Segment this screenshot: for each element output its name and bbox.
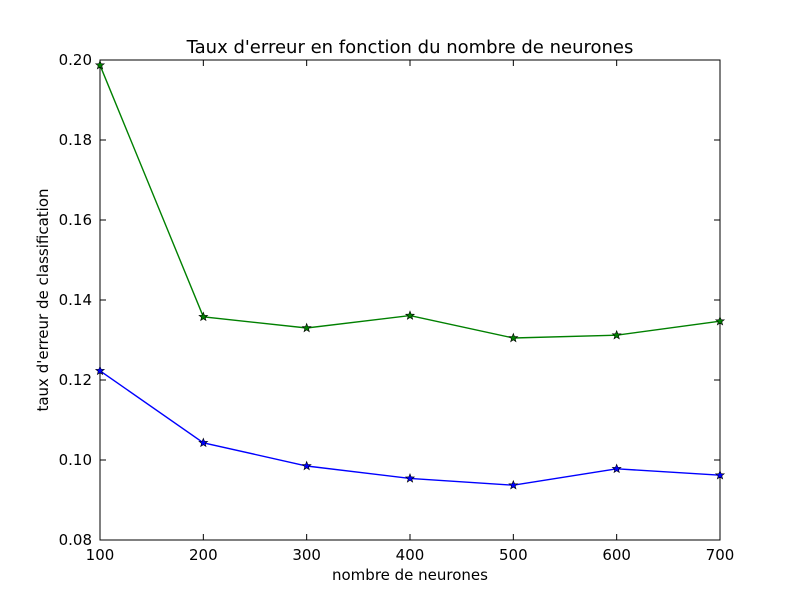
x-tick-label: 200 xyxy=(189,546,218,564)
y-tick-label: 0.20 xyxy=(59,51,92,69)
series-2 xyxy=(94,59,726,343)
plot-area xyxy=(99,59,721,541)
data-point-star xyxy=(404,473,416,483)
x-tick-label: 700 xyxy=(706,546,735,564)
data-point-star xyxy=(611,463,622,474)
x-axis-label: nombre de neurones xyxy=(332,566,488,584)
y-tick-label: 0.16 xyxy=(59,211,92,229)
y-tick-label: 0.12 xyxy=(59,371,92,389)
x-tick-label: 500 xyxy=(499,546,528,564)
data-point-star xyxy=(404,310,416,320)
series-1 xyxy=(94,365,726,490)
data-point-star xyxy=(301,322,312,333)
data-point-star xyxy=(94,59,106,70)
data-point-star xyxy=(611,329,622,340)
x-tick-label: 600 xyxy=(602,546,631,564)
data-point-star xyxy=(714,315,726,326)
series-layer xyxy=(94,59,726,490)
x-tick-label: 400 xyxy=(396,546,425,564)
data-point-star xyxy=(714,469,726,480)
axis-ticks: 100 200 300 400 500 600 700 0.08 0.10 0.12 0.14 0.1… xyxy=(59,51,735,564)
x-tick-label: 100 xyxy=(86,546,115,564)
data-point-star xyxy=(94,365,106,376)
y-tick-label: 0.10 xyxy=(59,451,92,469)
y-tick-label: 0.14 xyxy=(59,291,92,309)
data-point-star xyxy=(198,311,209,322)
data-point-star xyxy=(301,460,312,471)
data-point-star xyxy=(198,437,209,448)
y-axis-label: taux d'erreur de classification xyxy=(34,188,52,411)
data-point-star xyxy=(508,479,519,490)
y-tick-label: 0.18 xyxy=(59,131,92,149)
x-tick-label: 300 xyxy=(292,546,321,564)
data-point-star xyxy=(508,332,519,343)
chart-title: Taux d'erreur en fonction du nombre de n… xyxy=(186,37,634,58)
y-tick-label: 0.08 xyxy=(59,531,92,549)
